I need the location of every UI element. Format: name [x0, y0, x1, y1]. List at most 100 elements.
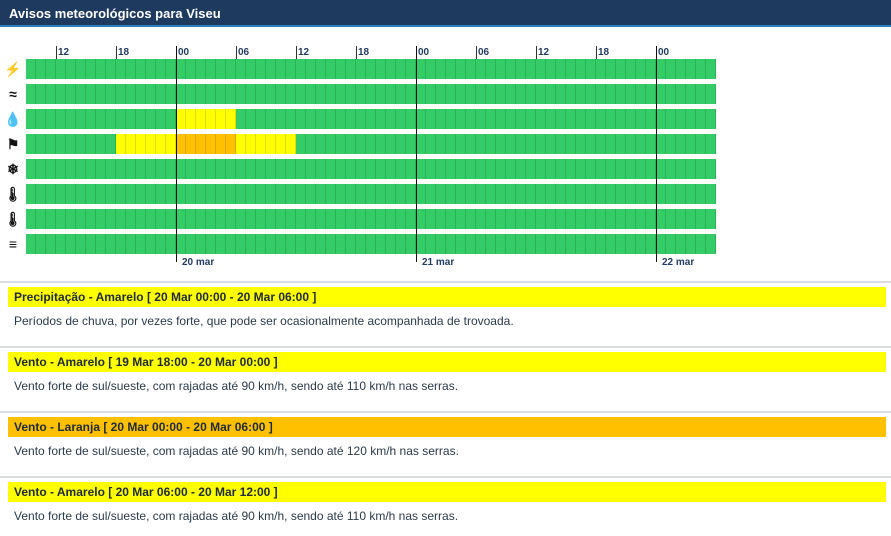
timeline-cell	[56, 159, 66, 179]
hour-tick	[356, 46, 357, 59]
timeline-cell	[476, 59, 486, 79]
timeline-cell	[336, 59, 346, 79]
timeline-cell	[116, 59, 126, 79]
timeline-cell	[76, 159, 86, 179]
timeline-cell	[436, 184, 446, 204]
timeline-cell	[206, 109, 216, 129]
timeline-cell	[426, 109, 436, 129]
timeline-cell	[76, 184, 86, 204]
timeline-cell	[466, 159, 476, 179]
timeline-cell	[336, 84, 346, 104]
timeline-cell	[496, 159, 506, 179]
day-boundary-line	[176, 46, 177, 262]
timeline-cell	[286, 134, 296, 154]
timeline-cell	[136, 134, 146, 154]
timeline-cell	[216, 184, 226, 204]
timeline-cell	[346, 184, 356, 204]
timeline-cell	[696, 109, 706, 129]
warning-timeline: 12 18 00 06 12 18 00 06 12 18 00 ⚡ ≈ 💧 ⚑ ❄ 🌡 🌡 ≡ 20 mar 21 m…	[0, 40, 891, 275]
timeline-cell	[386, 109, 396, 129]
timeline-cell	[36, 84, 46, 104]
timeline-cell	[246, 159, 256, 179]
timeline-cell	[86, 159, 96, 179]
timeline-cell	[696, 184, 706, 204]
page-title: Avisos meteorológicos para Viseu	[9, 6, 221, 21]
timeline-cell	[606, 159, 616, 179]
timeline-cell	[146, 159, 156, 179]
timeline-cell	[76, 109, 86, 129]
timeline-cell	[46, 134, 56, 154]
timeline-cell	[616, 184, 626, 204]
timeline-cell	[606, 134, 616, 154]
timeline-cell	[196, 159, 206, 179]
timeline-cell	[386, 84, 396, 104]
timeline-cell	[46, 234, 56, 254]
timeline-cell	[256, 234, 266, 254]
timeline-cell	[676, 184, 686, 204]
hour-label: 18	[358, 47, 370, 58]
timeline-cell	[406, 84, 416, 104]
timeline-cell	[556, 59, 566, 79]
timeline-cell	[266, 134, 276, 154]
timeline-cell	[126, 84, 136, 104]
timeline-cell	[406, 109, 416, 129]
timeline-cell	[336, 159, 346, 179]
timeline-cell	[266, 109, 276, 129]
timeline-cell	[296, 184, 306, 204]
timeline-cell	[316, 59, 326, 79]
timeline-cell	[366, 184, 376, 204]
timeline-cell	[646, 84, 656, 104]
timeline-cell	[166, 159, 176, 179]
timeline-cell	[476, 109, 486, 129]
timeline-cell	[556, 184, 566, 204]
timeline-cell	[446, 234, 456, 254]
timeline-cell	[606, 209, 616, 229]
timeline-cell	[376, 134, 386, 154]
timeline-cell	[606, 109, 616, 129]
timeline-cell	[316, 159, 326, 179]
timeline-cell	[56, 209, 66, 229]
timeline-cell	[306, 234, 316, 254]
timeline-cell	[576, 209, 586, 229]
timeline-cell	[576, 234, 586, 254]
timeline-cell	[526, 109, 536, 129]
timeline-cell	[196, 84, 206, 104]
timeline-cell	[286, 209, 296, 229]
timeline-cell	[156, 209, 166, 229]
timeline-cell	[136, 84, 146, 104]
timeline-cell	[26, 134, 36, 154]
timeline-cell	[116, 209, 126, 229]
timeline-cell	[156, 184, 166, 204]
timeline-cell	[696, 134, 706, 154]
timeline-cell	[446, 59, 456, 79]
timeline-cell	[266, 184, 276, 204]
warning-separator	[0, 476, 891, 478]
timeline-cell	[286, 184, 296, 204]
page-header: Avisos meteorológicos para Viseu	[0, 0, 891, 27]
timeline-cell	[116, 84, 126, 104]
timeline-cell	[416, 209, 426, 229]
timeline-cell	[36, 59, 46, 79]
timeline-cell	[566, 184, 576, 204]
timeline-cell	[596, 159, 606, 179]
timeline-cell	[486, 84, 496, 104]
timeline-cell	[456, 234, 466, 254]
timeline-cell	[406, 234, 416, 254]
timeline-cell	[556, 109, 566, 129]
timeline-cell	[26, 159, 36, 179]
timeline-cell	[106, 209, 116, 229]
timeline-cell	[686, 159, 696, 179]
low-temperature-icon: 🌡	[4, 186, 22, 202]
timeline-cell	[106, 159, 116, 179]
timeline-cell	[496, 134, 506, 154]
timeline-cell	[306, 59, 316, 79]
timeline-cell	[676, 134, 686, 154]
timeline-cell	[446, 109, 456, 129]
lightning-icon: ⚡	[4, 61, 22, 77]
timeline-cell	[226, 59, 236, 79]
timeline-cell	[146, 209, 156, 229]
timeline-cell	[36, 209, 46, 229]
timeline-cell	[56, 109, 66, 129]
timeline-cell	[216, 209, 226, 229]
timeline-cell	[336, 209, 346, 229]
